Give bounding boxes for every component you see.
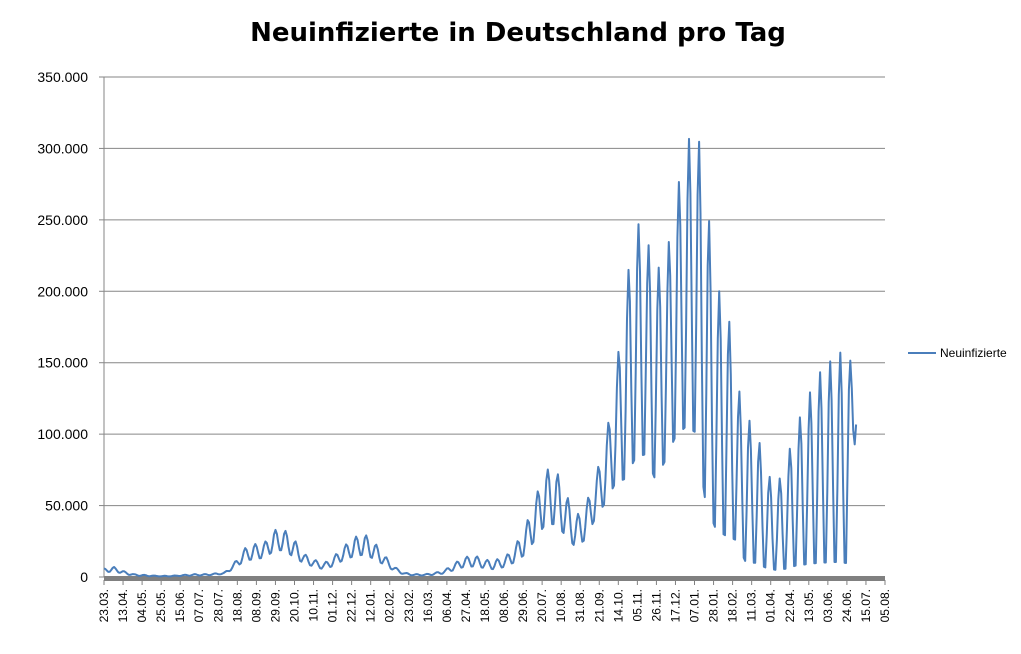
x-tick-label: 13.05. xyxy=(802,589,816,622)
x-tick-label: 24.06. xyxy=(840,589,854,622)
y-tick-label: 100.000 xyxy=(37,426,88,442)
x-tick-label: 10.11. xyxy=(307,589,321,621)
y-tick-label: 150.000 xyxy=(37,355,88,371)
x-tick-label: 13.04. xyxy=(116,589,130,622)
legend-label-neuinfizierte: Neuinfizierte xyxy=(940,346,1007,360)
x-tick-label: 15.07. xyxy=(859,589,873,622)
y-tick-label: 200.000 xyxy=(37,283,88,299)
x-tick-label: 07.07. xyxy=(192,589,206,622)
chart-title: Neuinfizierte in Deutschland pro Tag xyxy=(250,18,786,48)
x-tick-label: 16.03. xyxy=(421,589,435,622)
x-tick-label: 11.03. xyxy=(745,589,759,621)
x-tick-label: 06.04. xyxy=(440,589,454,622)
x-tick-label: 31.08. xyxy=(573,589,587,622)
x-tick-label: 05.11. xyxy=(630,589,644,621)
x-tick-label: 20.07. xyxy=(535,589,549,622)
x-tick-label: 21.09. xyxy=(592,589,606,622)
x-tick-label: 27.04. xyxy=(459,589,473,622)
x-axis: 23.03. 13.04. 04.05. 25.05. 15.06. 07.07. 28.0… xyxy=(97,576,892,622)
legend: Neuinfizierte xyxy=(908,346,1007,360)
x-tick-label: 28.01. xyxy=(707,589,721,622)
x-tick-label: 15.06. xyxy=(173,589,187,622)
x-tick-label: 29.09. xyxy=(268,589,282,622)
x-tick-label: 28.07. xyxy=(211,589,225,622)
x-tick-label: 22.04. xyxy=(783,589,797,622)
x-tick-label: 23.02. xyxy=(402,589,416,622)
x-tick-label: 25.05. xyxy=(154,589,168,622)
gridlines xyxy=(104,76,885,507)
x-tick-label: 23.03. xyxy=(97,589,111,622)
x-axis-line xyxy=(104,576,885,581)
y-tick-label: 0 xyxy=(80,569,88,585)
x-tick-label: 22.12. xyxy=(345,589,359,622)
x-tick-label: 14.10. xyxy=(611,589,625,622)
x-tick-label: 02.02. xyxy=(383,589,397,622)
x-tick-label: 03.06. xyxy=(821,589,835,622)
x-tick-label: 26.11. xyxy=(649,589,663,621)
x-tick-label: 18.08. xyxy=(230,589,244,622)
x-tick-label: 04.05. xyxy=(135,589,149,622)
x-tick-label: 17.12. xyxy=(668,589,682,622)
x-tick-label: 20.10. xyxy=(287,589,301,622)
y-tick-label: 50.000 xyxy=(45,498,88,514)
x-tick-label: 01.04. xyxy=(764,589,778,622)
x-tick-label: 08.09. xyxy=(249,589,263,622)
x-tick-label: 29.06. xyxy=(516,589,530,622)
y-tick-label: 300.000 xyxy=(37,140,88,156)
x-tick-label: 12.01. xyxy=(364,589,378,622)
y-tick-label: 350.000 xyxy=(37,69,88,85)
x-tick-label: 10.08. xyxy=(554,589,568,622)
x-tick-label: 18.05. xyxy=(478,589,492,622)
y-axis: 0 50.000 100.000 150.000 200.000 250.000 300.0… xyxy=(37,69,105,585)
x-tick-label: 08.06. xyxy=(497,589,511,622)
x-tick-label: 07.01. xyxy=(688,589,702,622)
y-tick-label: 250.000 xyxy=(37,212,88,228)
x-tick-label: 01.12. xyxy=(326,589,340,622)
series-line-neuinfizierte xyxy=(103,137,858,578)
plot-area xyxy=(103,137,858,578)
x-tick-label: 18.02. xyxy=(726,589,740,622)
x-tick-label: 05.08. xyxy=(878,589,892,622)
